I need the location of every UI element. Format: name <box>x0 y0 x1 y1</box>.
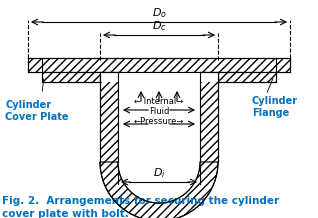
Bar <box>218 72 276 82</box>
Text: ← Internal→: ← Internal→ <box>135 97 183 106</box>
Text: ←Pressure→: ←Pressure→ <box>134 117 184 126</box>
Text: Cylinder
Flange: Cylinder Flange <box>252 96 298 118</box>
Bar <box>200 72 218 162</box>
Bar <box>118 72 200 162</box>
Text: $D_o$: $D_o$ <box>151 6 167 20</box>
Text: $D_c$: $D_c$ <box>152 19 166 33</box>
Bar <box>42 72 100 82</box>
Text: Cylinder
Cover Plate: Cylinder Cover Plate <box>5 100 68 122</box>
Bar <box>100 72 118 162</box>
Text: Fluid: Fluid <box>149 107 169 116</box>
Text: $D_i$: $D_i$ <box>153 166 165 180</box>
Bar <box>100 72 218 82</box>
Wedge shape <box>100 162 218 218</box>
Circle shape <box>119 121 199 203</box>
Bar <box>28 58 290 72</box>
Text: Fig. 2.  Arrangements for securing the cylinder
cover plate with bolt.: Fig. 2. Arrangements for securing the cy… <box>2 196 279 218</box>
